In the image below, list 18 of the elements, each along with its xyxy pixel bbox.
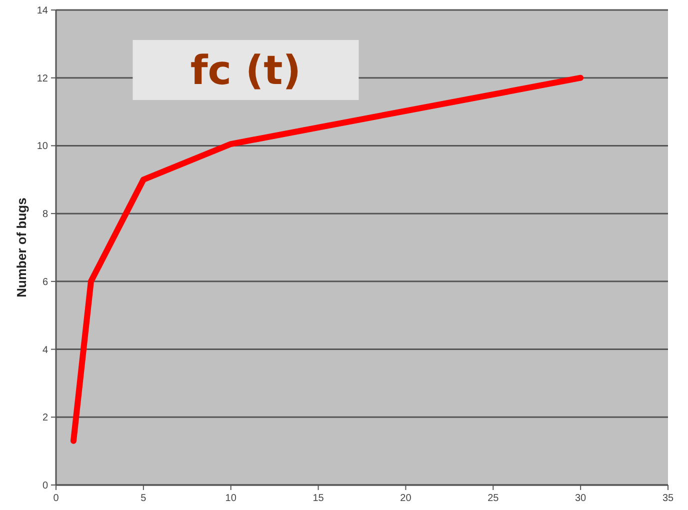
y-tick-label: 4 — [42, 344, 48, 356]
x-tick-label: 15 — [312, 493, 324, 504]
x-tick-label: 5 — [140, 493, 147, 504]
y-tick-label: 0 — [42, 480, 48, 492]
y-tick-label: 10 — [36, 141, 48, 152]
y-tick-label: 2 — [42, 412, 48, 424]
y-tick-label: 14 — [36, 6, 48, 16]
x-tick-label: 0 — [53, 493, 60, 504]
text: fc (t) — [190, 48, 302, 94]
y-tick-label: 12 — [36, 73, 48, 84]
x-tick-label: 25 — [488, 493, 500, 504]
x-tick-label: 35 — [662, 493, 674, 504]
x-tick-label: 30 — [575, 493, 587, 504]
x-tick-label: 20 — [400, 493, 412, 504]
y-tick-label: 6 — [42, 276, 48, 288]
y-tick-label: 8 — [42, 209, 48, 220]
x-tick-label: 10 — [225, 493, 237, 504]
y-axis-title: Number of bugs — [14, 198, 29, 298]
